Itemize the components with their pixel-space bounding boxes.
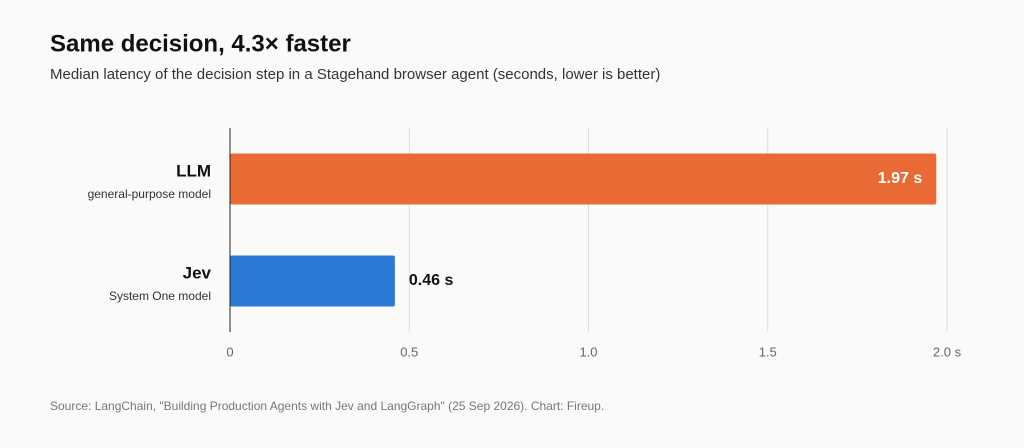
source-note: Source: LangChain, "Building Production … xyxy=(50,399,604,413)
category-note: general-purpose model xyxy=(88,187,211,201)
category-label: LLM xyxy=(176,161,211,180)
x-tick-label: 2.0 s xyxy=(933,344,962,359)
value-label: 0.46 s xyxy=(409,272,454,289)
bar xyxy=(230,153,937,205)
value-label: 1.97 s xyxy=(878,170,923,187)
x-tick-label: 1.0 xyxy=(579,344,597,359)
x-tick-label: 0.5 xyxy=(400,344,418,359)
bar xyxy=(230,255,395,307)
category-label: Jev xyxy=(183,263,212,282)
chart-subtitle: Median latency of the decision step in a… xyxy=(50,66,660,83)
x-tick-label: 1.5 xyxy=(759,344,777,359)
chart-title: Same decision, 4.3× faster xyxy=(50,30,351,57)
category-note: System One model xyxy=(109,289,211,303)
x-tick-label: 0 xyxy=(226,344,233,359)
